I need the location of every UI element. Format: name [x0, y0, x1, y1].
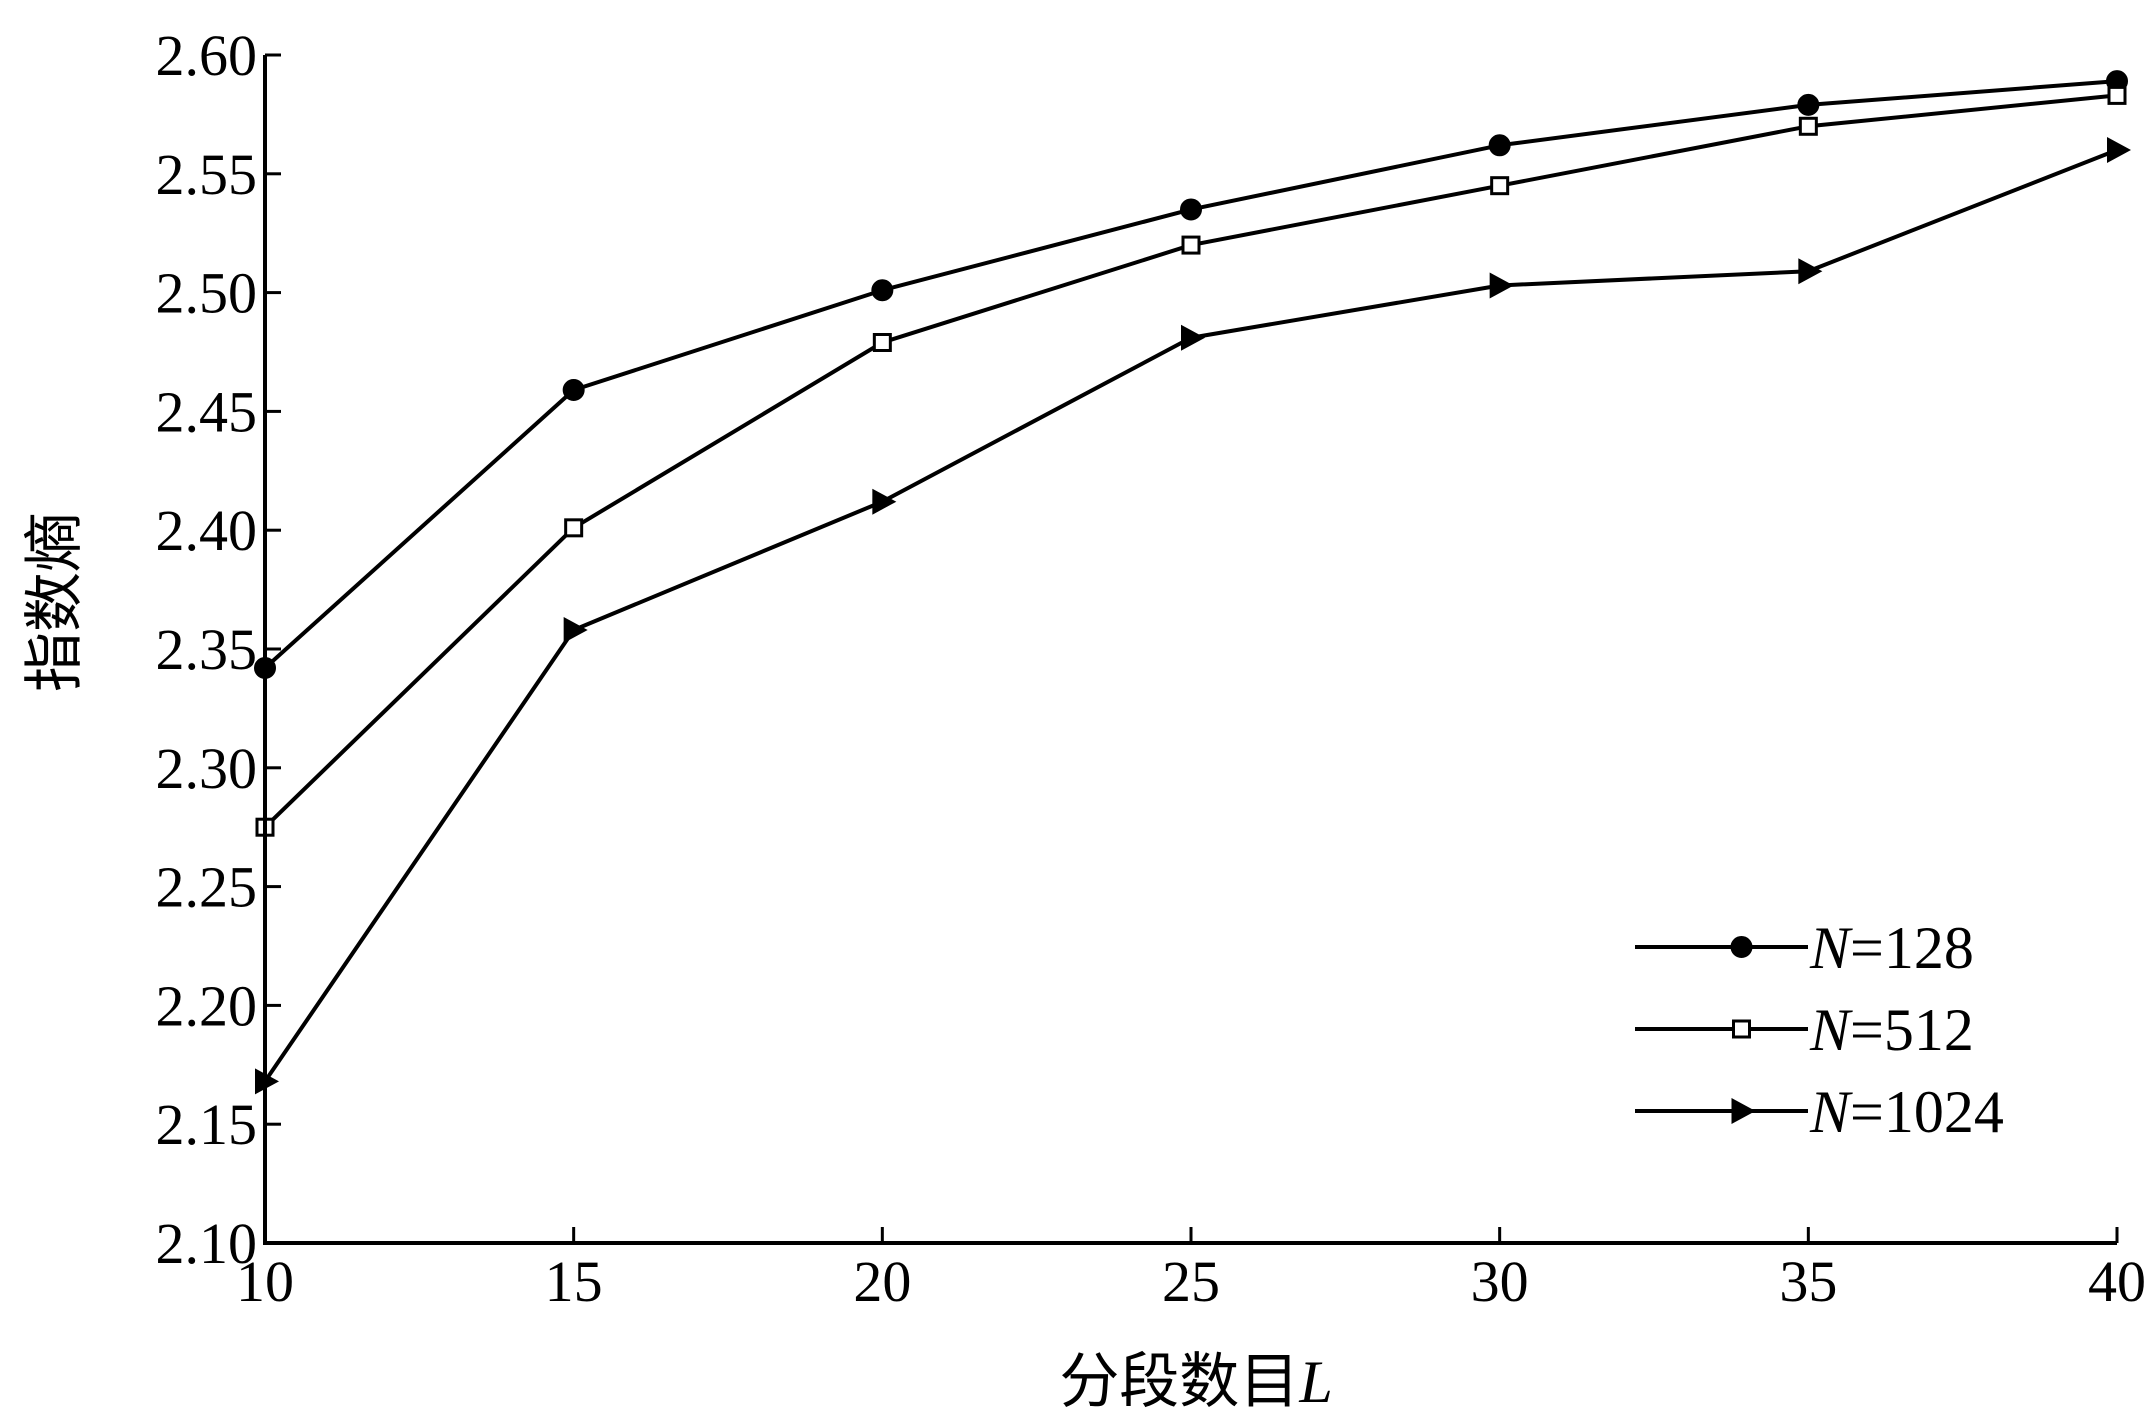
y-tick-label: 2.50	[156, 261, 258, 326]
legend-label-variable: N	[1809, 915, 1853, 981]
data-point	[2107, 137, 2131, 164]
data-point	[1797, 93, 1820, 116]
y-tick-label: 2.55	[156, 142, 258, 207]
x-axis-title: 分段数目L	[1059, 1347, 1332, 1414]
series-layer	[254, 70, 2131, 1095]
y-tick-label: 2.10	[156, 1211, 258, 1276]
data-point	[872, 332, 892, 352]
data-point	[563, 616, 588, 643]
data-point	[1488, 134, 1511, 157]
y-tick-label: 2.35	[156, 617, 258, 682]
x-tick-label: 30	[1471, 1249, 1529, 1314]
x-tick-label: 20	[853, 1249, 911, 1314]
data-point	[871, 279, 894, 302]
y-tick-label: 2.45	[156, 379, 258, 444]
legend-label-variable: N	[1809, 997, 1853, 1063]
x-tick-label: 25	[1162, 1249, 1220, 1314]
y-tick-label: 2.40	[156, 498, 258, 563]
legend-label: N=1024	[1809, 1079, 2004, 1145]
y-tick-label: 2.30	[156, 736, 258, 801]
x-tick-label: 10	[236, 1249, 294, 1314]
x-axis-title-text: 分段数目	[1059, 1347, 1299, 1414]
legend-label-value: =128	[1850, 915, 1974, 981]
y-tick-label: 2.25	[156, 855, 258, 920]
data-point	[1798, 258, 1823, 285]
y-axis-title: 指数熵	[20, 512, 90, 692]
legend-item: N=128	[1635, 915, 1974, 981]
legend-item: N=1024	[1635, 1079, 2004, 1145]
y-axis-ticks: 2.10 2.15 2.20 2.25 2.30 2.35 2.40 2.45 2.50 2.55…	[156, 23, 281, 1276]
data-point	[872, 488, 897, 515]
x-axis-ticks: 10 15 20 25 30 35 40	[236, 1227, 2146, 1314]
legend-item: N=512	[1635, 997, 1974, 1063]
data-point	[1181, 235, 1201, 255]
legend-marker	[1732, 1019, 1751, 1039]
series-line	[263, 79, 2118, 670]
legend-label: N=128	[1809, 915, 1974, 981]
y-tick-label: 2.20	[156, 973, 258, 1038]
data-point	[562, 379, 585, 402]
x-tick-label: 15	[545, 1249, 603, 1314]
series-128	[254, 70, 2128, 680]
data-point	[1180, 198, 1202, 221]
axes-frame	[263, 55, 2117, 1245]
y-tick-label: 2.15	[156, 1092, 258, 1157]
series-512	[255, 85, 2127, 837]
data-point	[1489, 272, 1514, 299]
legend-marker	[1731, 1098, 1756, 1124]
legend-marker	[1730, 936, 1753, 958]
legend-label-variable: N	[1809, 1079, 1853, 1145]
legend-label: N=512	[1809, 997, 1974, 1063]
data-point	[564, 518, 584, 538]
y-tick-label: 2.60	[156, 23, 258, 88]
data-point	[1181, 324, 1205, 351]
x-axis-title-variable: L	[1298, 1349, 1332, 1414]
x-tick-label: 40	[2088, 1249, 2146, 1314]
legend-label-value: =512	[1850, 997, 1974, 1063]
legend-label-value: =1024	[1850, 1079, 2004, 1145]
data-point	[1490, 176, 1510, 196]
data-point	[2107, 85, 2127, 105]
x-tick-label: 35	[1779, 1249, 1837, 1314]
data-point	[1798, 116, 1818, 136]
